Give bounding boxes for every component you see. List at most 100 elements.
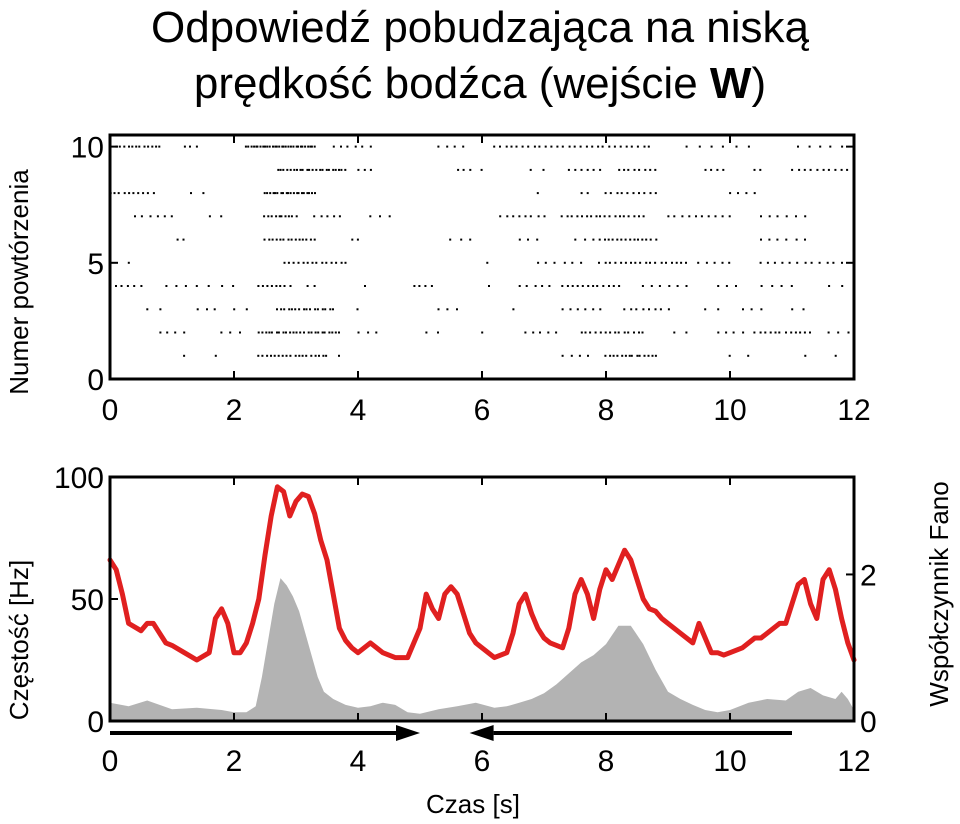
spike-mark	[159, 331, 162, 334]
spike-mark	[676, 285, 679, 287]
spike-mark	[315, 168, 318, 171]
spike-mark	[196, 308, 199, 311]
spike-mark	[297, 261, 300, 264]
spike-mark	[146, 192, 149, 195]
spike-mark	[795, 215, 797, 218]
spike-mark	[585, 145, 588, 148]
spike-mark	[580, 331, 583, 334]
y-tick-label: 50	[71, 584, 104, 617]
spike-mark	[344, 261, 347, 264]
spike-mark	[294, 354, 297, 357]
spike-mark	[318, 354, 320, 357]
spike-mark	[560, 215, 563, 218]
spike-mark	[289, 145, 292, 148]
spike-mark	[721, 261, 724, 264]
spike-mark	[298, 308, 301, 311]
spike-mark	[725, 331, 728, 334]
spike-mark	[430, 285, 433, 287]
spike-mark	[834, 354, 837, 357]
spike-mark	[584, 308, 587, 311]
spike-mark	[271, 238, 274, 241]
spike-mark	[847, 331, 850, 334]
spike-mark	[700, 215, 703, 218]
spike-mark	[624, 261, 627, 264]
spike-mark	[329, 308, 332, 311]
spike-mark	[277, 331, 280, 334]
spike-mark	[195, 285, 198, 287]
spike-mark	[651, 354, 654, 357]
spike-mark	[303, 331, 305, 334]
spike-mark	[633, 215, 636, 218]
spike-mark	[261, 354, 264, 357]
spike-mark	[760, 308, 763, 311]
spike-mark	[773, 261, 776, 264]
spike-mark	[220, 331, 223, 334]
spike-mark	[128, 145, 130, 148]
y-tick-label: 10	[71, 132, 104, 165]
spike-mark	[293, 168, 296, 171]
spike-mark	[567, 168, 570, 171]
spike-mark	[155, 145, 158, 148]
spike-mark	[481, 331, 484, 334]
spike-mark	[213, 308, 216, 311]
spike-mark	[536, 238, 539, 241]
spike-mark	[721, 215, 724, 218]
spike-mark	[698, 145, 701, 148]
spike-mark	[232, 285, 235, 287]
chart-title-line-2: prędkość bodźca (wejście W)	[0, 58, 960, 110]
spike-mark	[534, 285, 537, 287]
spike-mark	[325, 261, 328, 264]
spike-mark	[195, 145, 198, 148]
spike-mark	[518, 285, 521, 287]
spike-mark	[261, 285, 264, 287]
spike-mark	[578, 354, 581, 357]
spike-mark	[332, 145, 335, 148]
spike-mark	[253, 145, 256, 148]
spike-mark	[785, 215, 788, 218]
spike-mark	[515, 145, 518, 148]
spike-mark	[287, 192, 289, 195]
spike-mark	[292, 192, 295, 195]
spike-mark	[810, 261, 813, 264]
spike-mark	[580, 261, 583, 264]
spike-mark	[135, 145, 138, 148]
spike-mark	[599, 168, 602, 171]
spike-mark	[638, 215, 640, 218]
spike-mark	[290, 238, 293, 241]
spike-mark	[747, 354, 750, 357]
spike-mark	[641, 238, 644, 241]
spike-mark	[268, 145, 271, 148]
spike-mark	[742, 308, 744, 311]
spike-mark	[654, 354, 657, 357]
spike-mark	[302, 192, 305, 195]
spike-mark	[332, 168, 335, 171]
spike-mark	[469, 238, 472, 241]
spike-mark	[614, 261, 617, 264]
spike-mark	[275, 145, 278, 148]
spike-mark	[649, 261, 651, 264]
spike-mark	[388, 215, 391, 218]
spike-mark	[306, 192, 309, 195]
spike-mark	[287, 261, 290, 264]
spike-mark	[667, 308, 670, 311]
spike-mark	[282, 331, 285, 334]
spike-mark	[629, 238, 632, 241]
spike-mark	[599, 308, 602, 311]
x-tick-label: 4	[350, 745, 367, 778]
spike-mark	[306, 285, 309, 287]
spike-mark	[654, 308, 657, 311]
spike-mark	[268, 331, 271, 334]
spike-mark	[262, 145, 265, 148]
spike-mark	[826, 261, 829, 264]
spike-mark	[140, 215, 143, 218]
spike-mark	[270, 331, 273, 334]
spike-mark	[357, 331, 360, 334]
x-tick-label: 2	[226, 394, 243, 427]
spike-mark	[335, 261, 338, 264]
spike-mark	[184, 285, 187, 287]
spike-mark	[283, 308, 286, 311]
spike-mark	[363, 168, 366, 171]
spike-mark	[288, 308, 291, 311]
spike-mark	[643, 354, 646, 357]
spike-mark	[289, 354, 292, 357]
